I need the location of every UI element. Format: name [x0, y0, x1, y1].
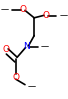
Text: —: — [1, 5, 9, 14]
Text: —: — [41, 42, 49, 51]
Text: —: — [59, 11, 67, 20]
Text: O: O [3, 45, 10, 54]
Text: O: O [12, 73, 19, 82]
Text: N: N [23, 42, 30, 51]
Text: —: — [27, 82, 36, 91]
Text: O: O [19, 5, 26, 14]
Text: O: O [43, 11, 50, 20]
